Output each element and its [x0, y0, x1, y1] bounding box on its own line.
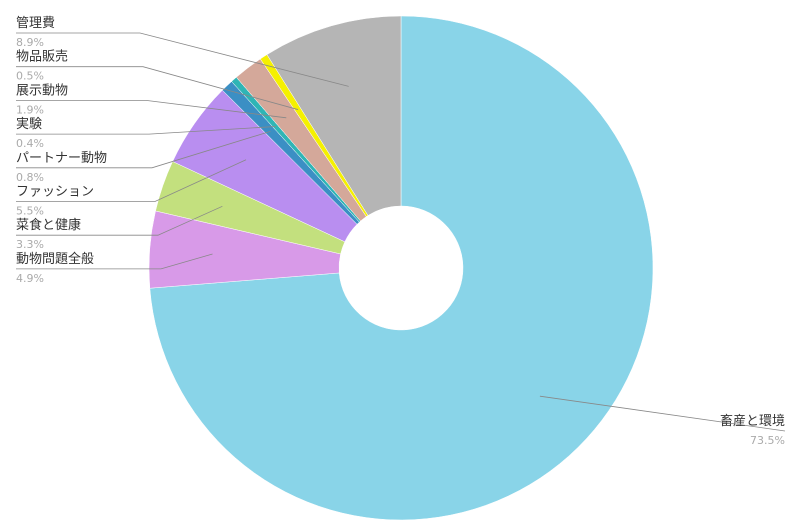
slice-label: 菜食と健康	[16, 217, 81, 233]
slice-value-label: 4.9%	[16, 272, 44, 285]
leader-line	[16, 66, 299, 110]
slice-label: 管理費	[16, 16, 55, 31]
slice-label: 物品販売	[16, 49, 68, 65]
leader-line	[16, 130, 271, 169]
leader-line	[16, 159, 247, 202]
donut-slice	[149, 15, 654, 521]
slice-label: ファッション	[16, 185, 94, 200]
slice-label: 畜産と環境	[720, 413, 785, 429]
donut-slice	[266, 15, 402, 216]
leader-line	[16, 100, 287, 119]
slice-value-label: 5.5%	[16, 205, 44, 218]
slice-value-label: 0.4%	[16, 137, 44, 150]
slice-value-label: 0.8%	[16, 171, 44, 184]
slice-value-label: 3.3%	[16, 238, 44, 251]
slice-value-label: 8.9%	[16, 36, 44, 49]
slice-label: 動物問題全般	[16, 251, 94, 267]
slice-value-label: 0.5%	[16, 70, 44, 83]
slice-value-label: 1.9%	[16, 103, 44, 116]
slice-label: 実験	[16, 116, 42, 132]
slice-value-label: 73.5%	[750, 434, 785, 447]
leader-line	[16, 253, 213, 270]
leader-line	[16, 126, 276, 135]
leader-line	[539, 395, 786, 432]
slice-label: パートナー動物	[16, 151, 107, 166]
leader-line	[16, 32, 349, 87]
slice-label: 展示動物	[16, 83, 68, 98]
leader-line	[16, 205, 223, 236]
